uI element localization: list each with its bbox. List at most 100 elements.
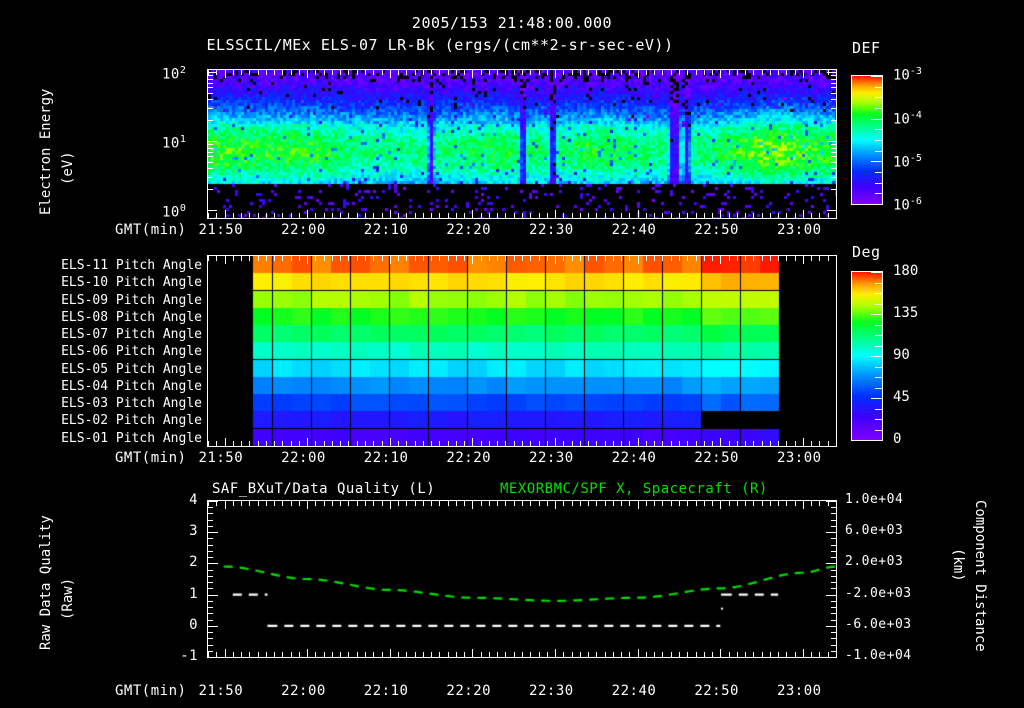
tick-mark [332, 501, 333, 506]
tick-mark [875, 409, 883, 410]
colorbar-def-label-3: 10-3 [893, 66, 922, 84]
cb-def-e0: -3 [909, 66, 922, 77]
tick-mark [662, 213, 663, 218]
tick-mark [241, 652, 242, 657]
tick-mark [207, 620, 213, 621]
colorbar-deg-label: 0 [893, 431, 902, 447]
tick-mark [448, 70, 449, 75]
tick-mark [875, 172, 883, 173]
tick-mark [596, 501, 597, 506]
tick-mark [596, 441, 597, 446]
tick-mark [332, 256, 333, 261]
tick-mark [803, 210, 804, 218]
tick-mark [340, 441, 341, 446]
page-subtitle: ELSSCIL/MEx ELS-07 LR-Bk (ergs/(cm**2-sr… [206, 36, 674, 54]
tick-mark [613, 501, 614, 506]
tick-mark [398, 213, 399, 218]
tick-mark [357, 441, 358, 446]
tick-mark [712, 213, 713, 218]
tick-mark [249, 213, 250, 218]
tick-mark [208, 213, 209, 218]
panel3-left-ytick-label: 0 [189, 616, 198, 633]
tick-mark [621, 501, 622, 506]
panel1-ytick-1-exp: 1 [179, 134, 187, 145]
xtick-label: 22:50 [694, 450, 739, 466]
tick-mark [514, 501, 515, 506]
tick-mark [216, 256, 217, 261]
tick-mark [819, 441, 820, 446]
tick-mark [795, 652, 796, 657]
tick-mark [803, 438, 804, 446]
tick-mark [831, 570, 837, 571]
tick-mark [555, 501, 556, 509]
xtick-label: 23:00 [776, 450, 822, 466]
tick-mark [826, 532, 837, 533]
tick-mark [712, 652, 713, 657]
tick-mark [530, 213, 531, 218]
tick-mark [489, 213, 490, 218]
tick-mark [207, 638, 213, 639]
tick-mark [497, 501, 498, 506]
tick-mark [831, 651, 837, 652]
tick-mark [207, 144, 213, 145]
tick-mark [762, 256, 763, 261]
tick-mark [225, 649, 226, 657]
panel1-ytick-2-exp: 2 [179, 65, 187, 76]
tick-mark [233, 501, 234, 506]
panel3-right-ytick-label: 6.0e+03 [845, 523, 904, 539]
tick-mark [875, 304, 883, 305]
tick-mark [646, 441, 647, 446]
tick-mark [671, 441, 672, 446]
tick-mark [207, 83, 213, 84]
tick-mark [249, 501, 250, 506]
panel1-ylabel-units: (eV) [60, 151, 76, 185]
tick-mark [687, 213, 688, 218]
tick-mark [481, 256, 482, 261]
tick-mark [481, 501, 482, 506]
tick-mark [737, 501, 738, 506]
panel3-right-ytick-label: -6.0e+03 [845, 616, 912, 632]
tick-mark [382, 256, 383, 261]
tick-mark [415, 70, 416, 75]
tick-mark [786, 256, 787, 261]
tick-mark [249, 256, 250, 261]
tick-mark [613, 213, 614, 218]
tick-mark [745, 70, 746, 75]
tick-mark [875, 151, 883, 152]
tick-mark [547, 501, 548, 506]
tick-mark [207, 532, 218, 533]
tick-mark [481, 70, 482, 75]
tick-mark [605, 213, 606, 218]
tick-mark [638, 438, 639, 446]
tick-mark [307, 649, 308, 657]
tick-mark [514, 213, 515, 218]
tick-mark [831, 576, 837, 577]
panel3-ylabel-right: Component Distance [972, 500, 988, 652]
tick-mark [299, 213, 300, 218]
tick-mark [522, 213, 523, 218]
tick-mark [207, 563, 218, 564]
tick-mark [572, 213, 573, 218]
tick-mark [448, 441, 449, 446]
tick-mark [373, 70, 374, 75]
tick-mark [456, 256, 457, 261]
tick-mark [704, 652, 705, 657]
tick-mark [464, 256, 465, 261]
tick-mark [291, 70, 292, 75]
tick-mark [207, 177, 213, 178]
tick-mark [282, 256, 283, 261]
tick-mark [831, 156, 837, 157]
tick-mark [826, 501, 837, 502]
tick-mark [762, 501, 763, 506]
tick-mark [365, 501, 366, 506]
tick-mark [207, 601, 213, 602]
tick-mark [539, 652, 540, 657]
tick-mark [720, 210, 721, 218]
colorbar-deg-label: 180 [893, 263, 919, 279]
panel2-row-label: ELS-10 Pitch Angle [61, 275, 202, 291]
colorbar-def-title: DEF [852, 39, 881, 57]
tick-mark [831, 551, 837, 552]
tick-mark [563, 70, 564, 75]
tick-mark [826, 595, 837, 596]
tick-mark [745, 652, 746, 657]
